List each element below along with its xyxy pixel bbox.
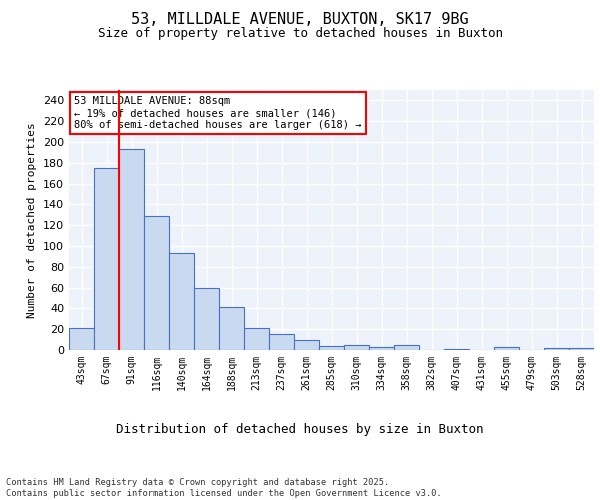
Bar bbox=[444, 349, 469, 350]
Bar bbox=[69, 328, 94, 350]
Bar bbox=[544, 348, 569, 350]
Bar bbox=[294, 340, 319, 350]
Bar bbox=[569, 348, 594, 350]
Bar bbox=[144, 216, 169, 350]
Bar bbox=[194, 288, 219, 350]
Bar bbox=[119, 150, 144, 350]
Bar bbox=[494, 347, 519, 350]
Text: 53, MILLDALE AVENUE, BUXTON, SK17 9BG: 53, MILLDALE AVENUE, BUXTON, SK17 9BG bbox=[131, 12, 469, 28]
Bar bbox=[169, 254, 194, 350]
Text: Distribution of detached houses by size in Buxton: Distribution of detached houses by size … bbox=[116, 422, 484, 436]
Bar bbox=[269, 334, 294, 350]
Text: 53 MILLDALE AVENUE: 88sqm
← 19% of detached houses are smaller (146)
80% of semi: 53 MILLDALE AVENUE: 88sqm ← 19% of detac… bbox=[74, 96, 362, 130]
Y-axis label: Number of detached properties: Number of detached properties bbox=[28, 122, 37, 318]
Bar bbox=[394, 345, 419, 350]
Bar bbox=[219, 308, 244, 350]
Bar bbox=[244, 328, 269, 350]
Text: Contains HM Land Registry data © Crown copyright and database right 2025.
Contai: Contains HM Land Registry data © Crown c… bbox=[6, 478, 442, 498]
Text: Size of property relative to detached houses in Buxton: Size of property relative to detached ho… bbox=[97, 28, 503, 40]
Bar bbox=[344, 345, 369, 350]
Bar bbox=[319, 346, 344, 350]
Bar bbox=[369, 347, 394, 350]
Bar bbox=[94, 168, 119, 350]
